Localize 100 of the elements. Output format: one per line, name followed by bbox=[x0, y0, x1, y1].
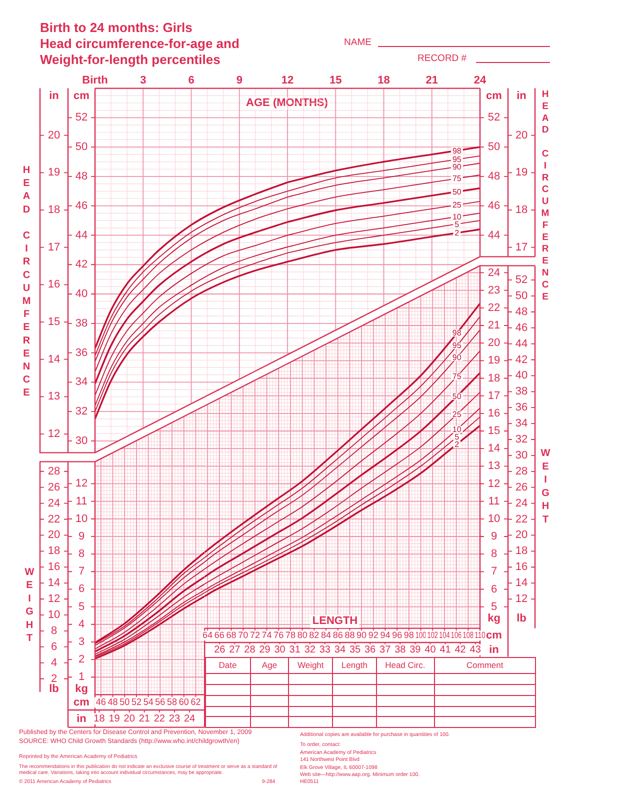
y-tick-label: 11 bbox=[76, 495, 88, 508]
y2-tick-label: 22 bbox=[515, 513, 528, 526]
text: HEAD CIRCUMFERENCE bbox=[540, 89, 551, 304]
y-tick-label: 8 bbox=[78, 548, 85, 560]
y-tick-label: 9 bbox=[490, 530, 498, 543]
x2-axis-title: in bbox=[489, 644, 500, 656]
x-tick-label: 21 bbox=[426, 74, 438, 87]
y-tick-label: 50 bbox=[488, 141, 500, 154]
y-tick-label: 44 bbox=[488, 229, 500, 242]
y2-tick-label: 17 bbox=[48, 241, 60, 254]
x2-tick-label: 35 bbox=[349, 644, 362, 656]
y-tick-label: 15 bbox=[488, 425, 500, 438]
y-tick-label: 9 bbox=[78, 530, 85, 542]
x2-tick-label: 30 bbox=[274, 644, 286, 656]
y2-axis-title: in bbox=[49, 90, 60, 102]
y2-tick-label: 12 bbox=[515, 593, 528, 606]
x2-axis-title: in bbox=[76, 712, 87, 725]
y-tick-label: 1 bbox=[78, 671, 85, 684]
x-tick-label: 84 bbox=[321, 630, 332, 640]
y-tick-label: 21 bbox=[488, 320, 500, 332]
y-tick-label: 16 bbox=[488, 407, 500, 420]
y2-tick-label: 10 bbox=[48, 608, 60, 621]
x-tick-label: 56 bbox=[155, 696, 166, 708]
y2-tick-label: 15 bbox=[48, 316, 60, 328]
y2-tick-label: 12 bbox=[48, 428, 60, 440]
y-tick-label: 50 bbox=[75, 141, 88, 154]
x2-tick-label: 33 bbox=[319, 644, 331, 656]
x-tick-label: 50 bbox=[120, 696, 130, 708]
y2-tick-label: 46 bbox=[515, 322, 528, 334]
y-tick-label: 2 bbox=[78, 654, 85, 666]
y-axis-title: kg bbox=[75, 683, 88, 696]
series-label: 10 bbox=[452, 425, 462, 434]
y-tick-label: 40 bbox=[75, 288, 88, 300]
x-tick-label: 78 bbox=[285, 630, 296, 640]
x-tick-label: 96 bbox=[392, 630, 402, 640]
y2-tick-label: 42 bbox=[515, 354, 528, 366]
y-tick-label: 10 bbox=[75, 512, 88, 525]
series-label: 10 bbox=[452, 212, 462, 222]
series-label: 25 bbox=[452, 410, 462, 419]
y-tick-label: 42 bbox=[75, 258, 88, 271]
y-tick-label: 12 bbox=[75, 478, 88, 490]
y2-tick-label: 16 bbox=[48, 278, 60, 291]
text: WEIGHT bbox=[540, 448, 551, 528]
y2-tick-label: 20 bbox=[48, 129, 60, 142]
x-tick-label: 80 bbox=[297, 630, 308, 640]
x2-tick-label: 31 bbox=[289, 644, 301, 656]
y2-tick-label: 12 bbox=[48, 593, 60, 606]
y2-tick-label: 17 bbox=[515, 241, 528, 254]
y-tick-label: 23 bbox=[488, 284, 500, 296]
y-tick-label: 6 bbox=[78, 583, 85, 596]
annotation: LENGTH bbox=[310, 615, 360, 628]
series-label: 5 bbox=[454, 220, 460, 229]
x-tick-label: 52 bbox=[131, 696, 142, 708]
y-tick-label: 14 bbox=[488, 442, 500, 455]
x-tick-label: 110 bbox=[474, 630, 486, 640]
y2-tick-label: 19 bbox=[48, 166, 60, 179]
y-tick-label: 7 bbox=[78, 566, 85, 578]
series-label: 2 bbox=[454, 440, 460, 449]
y2-axis-title: lb bbox=[49, 683, 60, 696]
series-label: 5 bbox=[454, 432, 460, 442]
x-tick-label: 102 bbox=[427, 630, 438, 640]
y-tick-label: 8 bbox=[490, 548, 498, 560]
y-tick-label: 48 bbox=[75, 170, 88, 182]
x2-tick-label: 38 bbox=[394, 644, 406, 656]
x-tick-label: 62 bbox=[190, 696, 201, 708]
y-tick-label: 5 bbox=[490, 600, 498, 613]
y2-tick-label: 14 bbox=[48, 577, 60, 590]
y2-tick-label: 16 bbox=[48, 561, 60, 574]
y2-tick-label: 2 bbox=[50, 672, 58, 685]
x-tick-label: 88 bbox=[344, 630, 355, 640]
series-label: 75 bbox=[452, 174, 462, 184]
text: RECORD # bbox=[418, 52, 467, 64]
y2-tick-label: 4 bbox=[50, 656, 58, 669]
y2-tick-label: 36 bbox=[515, 402, 528, 414]
x-tick-label: 98 bbox=[404, 630, 414, 640]
y2-tick-label: 18 bbox=[48, 545, 60, 558]
x-tick-label: 106 bbox=[450, 630, 462, 640]
y2-tick-label: 20 bbox=[515, 529, 528, 542]
y-tick-label: 32 bbox=[75, 406, 88, 418]
y-tick-label: 48 bbox=[488, 170, 500, 182]
y-tick-label: 7 bbox=[490, 566, 498, 578]
x-axis-title: AGE (MONTHS) bbox=[244, 97, 330, 110]
x-tick-label: 48 bbox=[108, 696, 118, 708]
y2-tick-label: 8 bbox=[50, 624, 58, 637]
x2-tick-label: 19 bbox=[108, 714, 120, 725]
series-label: 90 bbox=[452, 353, 462, 362]
x-tick-label: 72 bbox=[250, 630, 260, 640]
y-tick-label: 11 bbox=[488, 495, 500, 508]
x2-tick-label: 22 bbox=[154, 714, 166, 725]
series-label: 95 bbox=[452, 155, 462, 164]
x2-tick-label: 27 bbox=[229, 644, 241, 656]
x2-tick-label: 40 bbox=[424, 644, 436, 656]
series-label: 95 bbox=[452, 341, 462, 350]
text: NAME bbox=[344, 36, 372, 48]
y2-tick-label: 20 bbox=[515, 129, 528, 142]
y-tick-label: 18 bbox=[488, 372, 500, 384]
x-tick-label: 92 bbox=[368, 630, 378, 640]
y-tick-label: 44 bbox=[75, 229, 88, 242]
x-tick-label: 76 bbox=[274, 630, 284, 640]
y2-axis-title: in bbox=[516, 90, 527, 102]
